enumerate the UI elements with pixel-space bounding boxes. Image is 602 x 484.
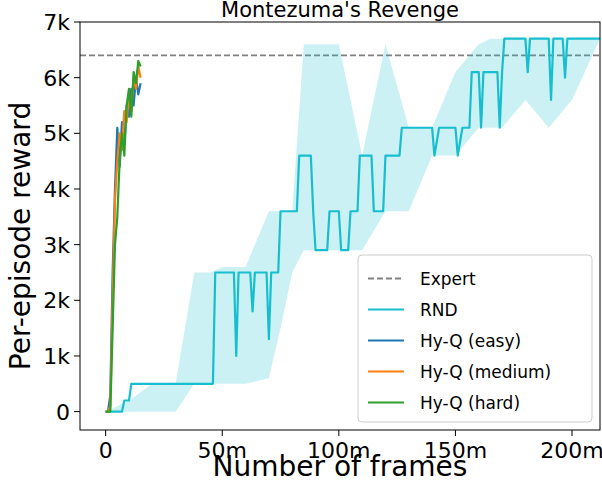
y-tick	[74, 300, 80, 301]
y-tick	[74, 188, 80, 189]
legend-swatch	[368, 339, 404, 341]
y-tick-label: 2k	[43, 288, 70, 313]
y-tick	[74, 22, 80, 23]
legend-swatch	[368, 277, 404, 279]
x-tick-label: 0	[99, 438, 113, 463]
y-tick-label: 7k	[43, 10, 70, 35]
x-tick	[572, 430, 573, 436]
legend: Expert RND Hy-Q (easy) Hy-Q (medium) Hy-Q (h…	[358, 255, 592, 422]
y-tick-label: 3k	[43, 233, 70, 258]
legend-swatch	[368, 370, 404, 372]
x-tick	[338, 430, 339, 436]
x-tick	[105, 430, 106, 436]
title: Montezuma's Revenge	[221, 0, 459, 22]
y-tick-label: 5k	[43, 121, 70, 146]
y-tick-label: 6k	[43, 66, 70, 91]
legend-label: Hy-Q (hard)	[420, 393, 520, 413]
frame	[80, 22, 600, 430]
x-tick	[455, 430, 456, 436]
y-tick-label: 1k	[43, 344, 70, 369]
legend-label: Expert	[420, 269, 476, 289]
y-tick	[74, 133, 80, 134]
y-tick	[74, 244, 80, 245]
y-tick-label: 0	[56, 400, 70, 425]
chart: Montezuma's Revenge050m100m150m200m01k2k…	[0, 0, 602, 484]
legend-label: Hy-Q (easy)	[420, 331, 521, 351]
x-tick-label: 200m	[540, 438, 602, 463]
legend-swatch	[368, 401, 404, 403]
y-tick-label: 4k	[43, 177, 70, 202]
y-axis-label: Per-episode reward	[4, 102, 37, 370]
y-tick	[74, 77, 80, 78]
x-axis-label: Number of frames	[213, 450, 468, 483]
legend-swatch	[368, 308, 404, 310]
legend-label: RND	[420, 300, 458, 320]
legend-box	[358, 255, 592, 422]
series-line	[106, 61, 141, 412]
y-tick	[74, 355, 80, 356]
legend-label: Hy-Q (medium)	[420, 362, 551, 382]
x-tick	[222, 430, 223, 436]
y-tick	[74, 411, 80, 412]
